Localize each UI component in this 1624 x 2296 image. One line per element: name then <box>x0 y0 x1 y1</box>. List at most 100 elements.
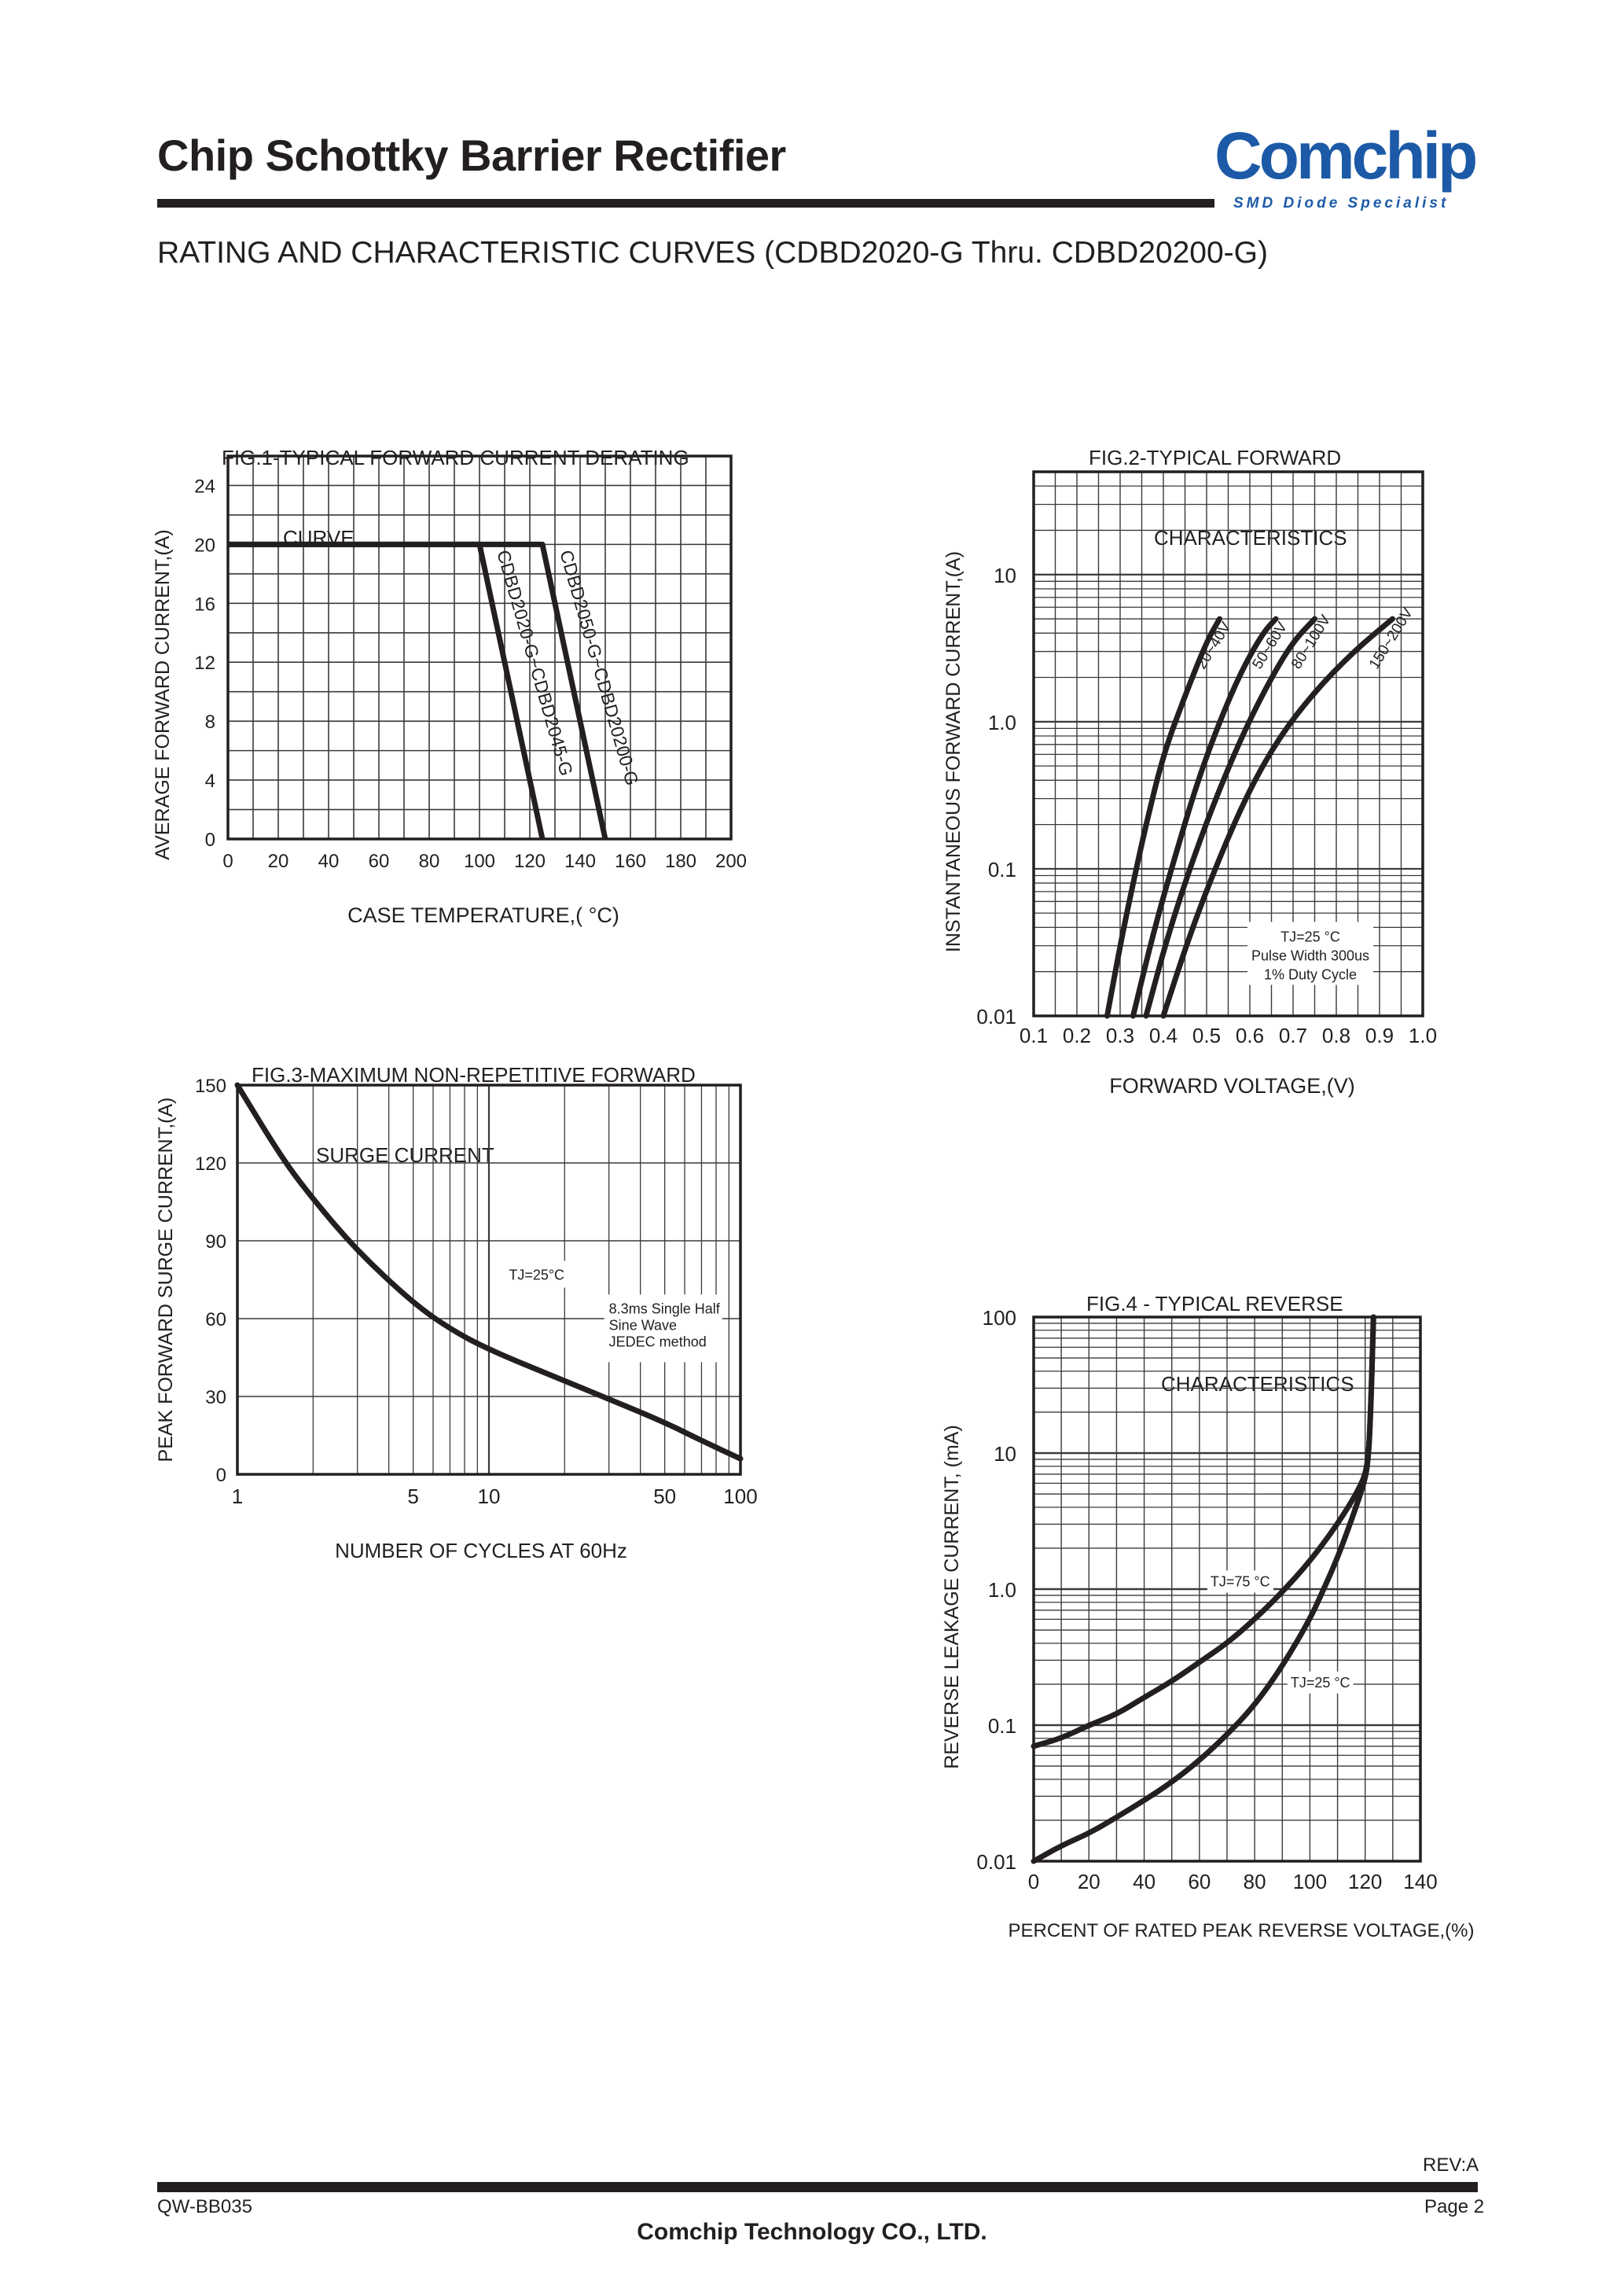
fig3-x-axis-label: NUMBER OF CYCLES AT 60Hz <box>335 1539 627 1562</box>
fig4-x-tick-label: 140 <box>1403 1870 1437 1893</box>
fig2-x-tick-label: 0.6 <box>1236 1024 1264 1047</box>
fig1-y-tick-label: 4 <box>205 771 215 792</box>
fig4-y-tick-label: 10 <box>994 1442 1016 1466</box>
fig3-y-tick-label: 30 <box>205 1387 226 1408</box>
fig2-svg: 0.1 0.2 0.3 0.4 0.5 0.6 0.7 0.8 0.9 1.00.010.11.0… <box>942 470 1437 1098</box>
fig1-y-tick-label: 12 <box>194 653 215 674</box>
fig4-series-line-2 <box>1031 1314 1376 1864</box>
fig3-y-tick-label: 60 <box>205 1309 226 1330</box>
fig4-series-label-bg-2 <box>1287 1671 1354 1694</box>
fig1-title-line1: FIG.1-TYPICAL FORWARD CURRENT DERATING <box>222 446 689 469</box>
fig3-y-tick-label: 120 <box>195 1154 226 1175</box>
fig2-annotation-bg <box>1247 922 1373 985</box>
logo-tagline: SMD Diode Specialist <box>1233 195 1449 212</box>
fig4-title: FIG.4 - TYPICAL REVERSE CHARACTERISTICS <box>1086 1237 1354 1424</box>
fig2-series-line-4 <box>1160 616 1395 1019</box>
fig2-series-label-4: 150~200V <box>1366 605 1416 672</box>
fig3-x-tick-label: 100 <box>723 1485 757 1508</box>
fig4-y-tick-label: 0.01 <box>976 1850 1016 1874</box>
fig1-y-axis-label: AVERAGE FORWARD CURRENT,(A) <box>153 529 174 859</box>
company-name: Comchip Technology CO., LTD. <box>637 2219 987 2245</box>
fig3-annotation-box-line-1: 8.3ms Single Half <box>609 1301 721 1316</box>
fig3-chart: 1 5 10 50 100 0 30 60 90 120 150 NUMBER OF CYCLES A… <box>153 1073 782 1580</box>
fig4-series-label-1: TJ=75 °C <box>1211 1573 1270 1589</box>
fig2-x-tick-label: 1.0 <box>1409 1024 1437 1047</box>
fig3-svg: 1 5 10 50 100 0 30 60 90 120 150 NUMBER OF CYCLES A… <box>155 1076 758 1562</box>
fig1-x-tick-label: 60 <box>369 851 390 872</box>
fig1-y-tick-label: 16 <box>194 594 215 615</box>
fig2-frame <box>1032 470 1424 1017</box>
fig2-x-axis-label: FORWARD VOLTAGE,(V) <box>1109 1074 1355 1098</box>
fig2-x-tick-label: 0.4 <box>1149 1024 1178 1047</box>
fig1-chart: 0 20 40 60 80 100 120 140 160 180 200 0 4 8 12 16 20 24 CA… <box>152 448 766 940</box>
fig1-x-tick-label: 120 <box>514 851 546 872</box>
header-rule <box>157 199 1214 208</box>
fig2-x-tick-label: 0.5 <box>1192 1024 1221 1047</box>
fig1-x-tick-label: 160 <box>615 851 646 872</box>
fig3-title-line1: FIG.3-MAXIMUM NON-REPETITIVE FORWARD <box>252 1063 696 1087</box>
fig4-x-tick-label: 60 <box>1188 1870 1211 1893</box>
fig4-y-tick-label: 100 <box>983 1306 1016 1330</box>
fig4-frame <box>1032 1315 1422 1863</box>
document-number: QW-BB035 <box>157 2196 252 2217</box>
fig2-series-line-1 <box>1104 616 1222 1019</box>
fig2-y-tick-label: 0.01 <box>976 1005 1016 1028</box>
fig3-y-tick-label: 150 <box>195 1076 226 1097</box>
fig3-series-line <box>234 1082 744 1462</box>
fig1-x-tick-label: 20 <box>268 851 289 872</box>
fig4-title-line1: FIG.4 - TYPICAL REVERSE <box>1086 1292 1343 1315</box>
page-number: Page 2 <box>1424 2196 1485 2217</box>
fig3-annotation-tj-bg <box>505 1260 576 1288</box>
fig2-annotation-line-2: Pulse Width 300us <box>1251 948 1369 964</box>
fig4-x-tick-label: 20 <box>1078 1870 1100 1893</box>
brand-logo: Comchip SMD Diode Specialist <box>1214 123 1491 225</box>
fig1-frame <box>226 454 733 841</box>
fig4-title-line2: CHARACTERISTICS <box>1161 1372 1354 1396</box>
fig3-frame <box>236 1084 742 1476</box>
fig3-x-tick-label: 50 <box>653 1485 676 1508</box>
fig4-y-tick-label: 1.0 <box>988 1578 1016 1602</box>
fig4-x-tick-label: 120 <box>1348 1870 1382 1893</box>
fig1-y-tick-label: 0 <box>205 830 215 851</box>
fig4-y-tick-label: 0.1 <box>988 1714 1016 1738</box>
fig2-y-tick-label: 0.1 <box>988 858 1016 881</box>
fig2-x-tick-label: 0.1 <box>1020 1024 1048 1047</box>
fig2-annotation-line-1: TJ=25 °C <box>1280 929 1340 945</box>
revision-label: REV:A <box>1423 2154 1479 2176</box>
fig1-x-tick-label: 180 <box>665 851 696 872</box>
fig3-y-tick-label: 0 <box>216 1465 226 1486</box>
fig3-annotation-box-bg <box>604 1294 722 1363</box>
fig3-x-tick-label: 5 <box>407 1485 418 1508</box>
fig1-series-line-2 <box>228 541 608 840</box>
fig1-svg: 0 20 40 60 80 100 120 140 160 180 200 0 4 8 12 16 20 24 CA… <box>152 454 747 927</box>
fig3-x-tick-label: 1 <box>232 1485 243 1508</box>
fig3-annotation-tj: TJ=25°C <box>509 1268 564 1283</box>
fig1-x-axis-label: CASE TEMPERATURE,( °C) <box>347 903 619 927</box>
fig2-title-line1: FIG.2-TYPICAL FORWARD <box>1089 446 1342 469</box>
fig2-x-tick-label: 0.2 <box>1063 1024 1091 1047</box>
fig1-x-tick-label: 40 <box>318 851 340 872</box>
fig4-y-axis-label: REVERSE LEAKAGE CURRENT, (mA) <box>941 1425 963 1769</box>
fig2-y-axis-label: INSTANTANEOUS FORWARD CURRENT,(A) <box>942 551 964 952</box>
fig2-series-line-3 <box>1143 616 1317 1019</box>
fig2-x-tick-label: 0.9 <box>1365 1024 1394 1047</box>
fig2-x-tick-label: 0.3 <box>1106 1024 1134 1047</box>
fig2-annotation-line-3: 1% Duty Cycle <box>1264 967 1357 983</box>
fig2-y-tick-label: 10 <box>994 564 1016 587</box>
fig4-series-label-2: TJ=25 °C <box>1291 1675 1350 1691</box>
fig4-series-label-bg-1 <box>1207 1570 1273 1593</box>
fig4-x-tick-label: 0 <box>1028 1870 1039 1893</box>
fig1-y-tick-label: 20 <box>194 535 215 556</box>
page-subtitle: RATING AND CHARACTERISTIC CURVES (CDBD20… <box>157 236 1268 270</box>
footer-rule <box>157 2182 1478 2192</box>
fig1-x-tick-label: 0 <box>222 851 233 872</box>
fig1-x-tick-label: 200 <box>715 851 747 872</box>
fig4-chart: 0 20 40 60 80 100 120 140 0.01 0.1 1.0 10 100 PERCENT… <box>931 1305 1497 1954</box>
fig1-x-tick-label: 140 <box>564 851 596 872</box>
fig3-y-axis-label: PEAK FORWARD SURGE CURRENT,(A) <box>155 1098 177 1463</box>
fig4-x-tick-label: 80 <box>1244 1870 1266 1893</box>
fig2-y-tick-label: 1.0 <box>988 711 1016 734</box>
fig3-y-tick-label: 90 <box>205 1231 226 1253</box>
page-title: Chip Schottky Barrier Rectifier <box>157 131 786 180</box>
fig4-x-axis-label: PERCENT OF RATED PEAK REVERSE VOLTAGE,(%… <box>1008 1920 1474 1941</box>
